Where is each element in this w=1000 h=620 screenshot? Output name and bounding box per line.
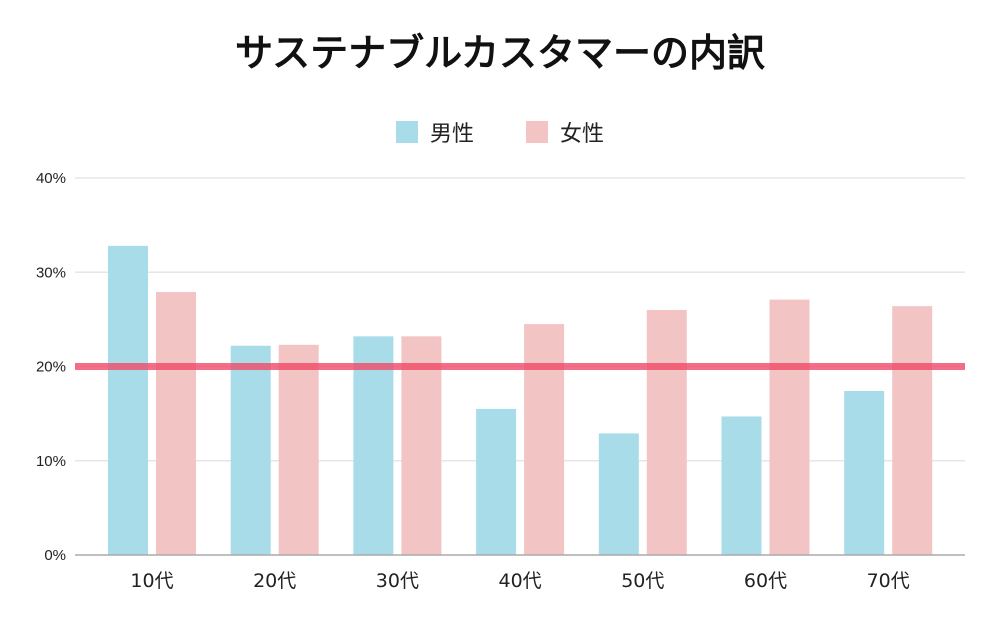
bar-male: [721, 416, 762, 555]
legend-label-female: 女性: [560, 122, 605, 147]
bar-female: [401, 336, 442, 555]
y-tick-label: 30%: [36, 264, 66, 281]
x-tick-label: 10代: [130, 570, 173, 592]
chart-title: サステナブルカスタマーの内訳: [234, 31, 766, 75]
bar-male: [353, 336, 394, 555]
x-tick-label: 30代: [376, 570, 419, 592]
bar-male: [230, 345, 271, 555]
bar-female: [646, 309, 687, 555]
y-tick-label: 0%: [44, 547, 66, 564]
bar-male: [108, 245, 148, 556]
legend: 男性 女性: [0, 116, 1000, 148]
bar-female: [524, 324, 565, 555]
x-tick-label: 60代: [744, 570, 787, 592]
y-tick-label: 40%: [36, 170, 66, 187]
y-tick-label: 10%: [36, 453, 66, 470]
bar-female: [156, 292, 196, 555]
bar-male: [598, 433, 639, 555]
x-tick-label: 20代: [253, 570, 296, 592]
y-tick-label: 20%: [36, 359, 66, 376]
x-tick-label: 70代: [867, 570, 910, 592]
bar-female: [769, 299, 810, 555]
legend-label-male: 男性: [429, 122, 474, 147]
legend-swatch-male: [395, 121, 418, 143]
bar-male: [476, 408, 517, 555]
legend-swatch-female: [526, 121, 548, 143]
bar-female: [278, 344, 319, 555]
x-tick-label: 40代: [499, 570, 542, 592]
legend-item-male: 男性: [395, 116, 474, 148]
bar-female: [892, 306, 933, 555]
legend-item-female: 女性: [526, 116, 604, 148]
bar-male: [844, 391, 885, 555]
x-tick-label: 50代: [621, 570, 664, 592]
